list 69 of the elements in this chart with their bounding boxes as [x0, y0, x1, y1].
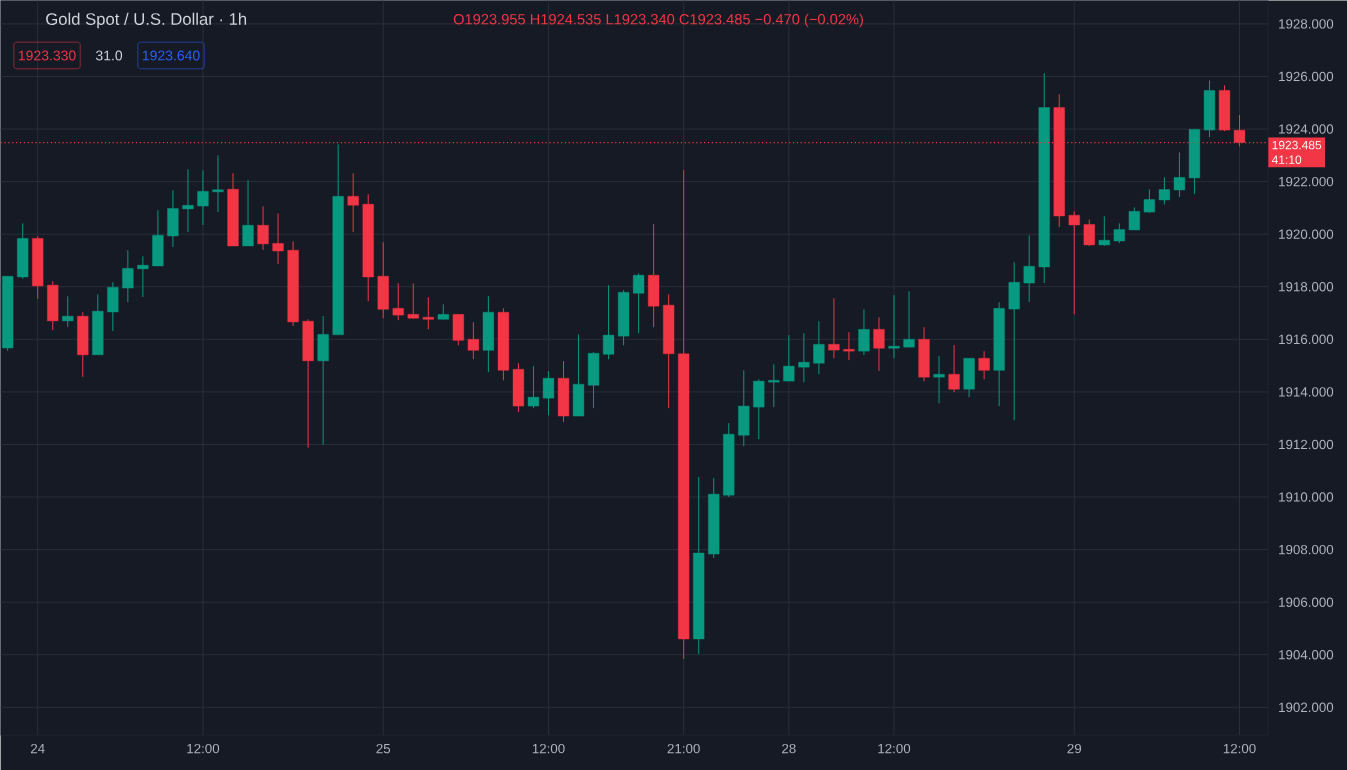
y-tick-label: 1924.000: [1279, 124, 1334, 134]
x-tick-label: 12:00: [187, 743, 220, 754]
candlestick: [527, 365, 540, 409]
candlestick: [542, 370, 555, 416]
candlestick: [212, 154, 224, 213]
candlestick: [888, 294, 900, 359]
candlestick: [633, 272, 645, 334]
ref-line-label: 1923.485: [1272, 140, 1322, 150]
candlestick: [1023, 234, 1035, 303]
x-tick-label: 21:00: [667, 743, 700, 754]
candlestick: [467, 321, 479, 360]
y-tick-label: 1912.000: [1279, 439, 1334, 450]
annotation: 1923.330: [18, 50, 76, 61]
candlestick: [948, 344, 960, 393]
y-tick-label: 1902.000: [1279, 702, 1334, 712]
x-tick-label: 29: [1067, 743, 1082, 754]
candlestick: [978, 350, 990, 380]
candlestick: [798, 332, 810, 383]
y-tick-label: 1920.000: [1279, 229, 1334, 239]
candlestick: [873, 316, 885, 372]
candlestick: [407, 282, 419, 319]
candlestick: [1128, 206, 1140, 231]
candlestick: [122, 249, 134, 303]
annotation: 31.0: [95, 50, 123, 61]
candlestick: [242, 179, 254, 247]
y-tick-label: 1926.000: [1279, 71, 1334, 82]
y-tick-label: 1908.000: [1279, 544, 1334, 555]
candlestick: [813, 320, 825, 375]
candlestick: [1113, 222, 1125, 244]
candlestick: [62, 295, 74, 328]
candlestick: [903, 290, 915, 348]
x-tick-label: 12:00: [532, 743, 565, 754]
x-tick-label: 12:00: [1223, 743, 1256, 754]
candlestick: [858, 308, 870, 356]
y-tick-label: 1916.000: [1279, 334, 1334, 344]
candlestick: [1068, 210, 1080, 315]
candlestick: [843, 331, 855, 361]
candlestick: [933, 355, 945, 404]
candlestick: [602, 284, 615, 360]
y-tick-label: 1922.000: [1279, 176, 1334, 187]
candlestick: [1083, 218, 1095, 247]
candlestick: [828, 297, 840, 359]
candlestick: [422, 296, 434, 330]
candlestick: [1098, 215, 1110, 247]
y-tick-label: 1918.000: [1279, 281, 1334, 292]
text: Gold Spot / U.S. Dollar · 1h: [46, 12, 247, 29]
candlestick: [1173, 151, 1186, 198]
text: O1923.955 H1924.535 L1923.340 C1923.485 −0.470 (−0.02%): [453, 13, 863, 28]
candlestick: [137, 255, 149, 298]
text: 41:10: [1271, 155, 1302, 164]
x-tick-label: 25: [376, 743, 391, 754]
y-tick-label: 1906.000: [1279, 597, 1334, 607]
x-tick-label: 12:00: [878, 743, 911, 754]
candlestick: [1158, 176, 1171, 205]
candlestick: [272, 212, 284, 265]
y-tick-label: 1910.000: [1279, 492, 1334, 502]
candlestick: [257, 205, 269, 251]
annotation: 1923.640: [142, 50, 200, 61]
y-tick-label: 1904.000: [1279, 649, 1334, 660]
candlestick: [182, 168, 194, 233]
y-tick-label: 1914.000: [1279, 387, 1334, 397]
x-tick-label: 24: [30, 743, 45, 754]
y-tick-label: 1928.000: [1279, 19, 1334, 29]
candlestick: [768, 363, 780, 408]
candlestick: [783, 334, 795, 382]
x-tick-label: 28: [782, 743, 796, 754]
candlestick: [197, 169, 209, 226]
candlestick: [347, 172, 359, 233]
candlestick: [392, 282, 404, 321]
